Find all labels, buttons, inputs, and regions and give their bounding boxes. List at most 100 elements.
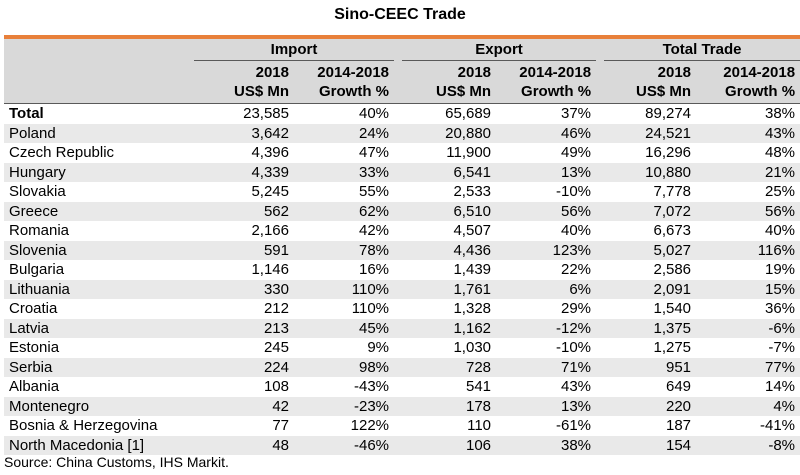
row-gap: [596, 103, 605, 124]
table-row: Poland 3,642 24% 20,880 46% 24,521 43%: [4, 123, 800, 143]
country-cell: Lithuania: [4, 279, 194, 299]
country-cell: Slovakia: [9, 183, 66, 200]
row-gap: [394, 377, 402, 397]
row-gap: [394, 240, 403, 260]
value-cell: 36%: [765, 300, 796, 317]
value-cell: 77: [272, 417, 289, 434]
country-cell: Bulgaria: [9, 261, 65, 278]
value-cell: 38%: [496, 435, 597, 455]
table-row: Lithuania 330 110% 1,761 6% 2,091 15%: [4, 279, 800, 299]
table-row: Croatia 212 110% 1,328 29% 1,540 36%: [4, 299, 800, 319]
value-cell: 3,642: [194, 123, 294, 143]
row-gap: [394, 338, 402, 358]
col-header: 2018: [194, 60, 294, 82]
row-gap: [394, 162, 403, 182]
table-row: Serbia 224 98% 728 71% 951 77%: [4, 357, 800, 377]
value-cell: 16,296: [645, 144, 692, 161]
value-cell: 951: [604, 357, 697, 377]
country-cell: Bosnia & Herzegovina: [9, 417, 158, 434]
table-row: Montenegro 42 -23% 178 13% 220 4%: [4, 396, 800, 416]
header-blank: [4, 60, 194, 82]
row-gap: [596, 182, 604, 202]
value-cell: 1,328: [453, 300, 492, 317]
table-row: North Macedonia [1] 48 -46% 106 38% 154 -8%: [4, 435, 800, 455]
value-cell: 2,091: [604, 279, 697, 299]
value-cell: 1,375: [604, 318, 697, 338]
header-blank: [4, 39, 194, 61]
value-cell: 77%: [696, 357, 800, 377]
value-cell: 330: [194, 279, 294, 299]
row-gap: [394, 357, 403, 377]
col-header: 2018: [604, 60, 697, 82]
value-cell: 40%: [294, 103, 395, 124]
row-gap: [394, 396, 403, 416]
value-cell: 25%: [765, 183, 796, 200]
table-row: Estonia 245 9% 1,030 -10% 1,275 -7%: [4, 338, 800, 358]
value-cell: 7,072: [604, 201, 697, 221]
col-header: 2014-2018: [696, 60, 800, 82]
value-cell: -6%: [696, 318, 800, 338]
value-cell: 224: [194, 357, 294, 377]
row-gap: [596, 221, 604, 241]
row-gap: [394, 182, 402, 202]
value-cell: 108: [263, 378, 289, 395]
value-cell: 178: [402, 396, 497, 416]
header-gap: [394, 82, 403, 104]
table-row: Czech Republic 4,396 47% 11,900 49% 16,296 48%: [4, 143, 800, 163]
col-header: US$ Mn: [402, 82, 497, 104]
value-cell: 1,275: [653, 339, 692, 356]
value-cell: -41%: [760, 417, 796, 434]
source-note: Source: China Customs, IHS Markit.: [4, 454, 229, 470]
col-header: Growth %: [294, 82, 395, 104]
value-cell: 24%: [294, 123, 395, 143]
value-cell: 5,027: [604, 240, 697, 260]
table-row: Greece 562 62% 6,510 56% 7,072 56%: [4, 201, 800, 221]
row-gap: [596, 299, 604, 319]
row-gap: [596, 318, 605, 338]
value-cell: 728: [402, 357, 497, 377]
value-cell: 38%: [696, 103, 800, 124]
row-gap: [394, 299, 402, 319]
value-cell: -7%: [768, 339, 796, 356]
country-cell: Total: [4, 103, 194, 124]
row-gap: [596, 279, 605, 299]
country-cell: Montenegro: [4, 396, 194, 416]
row-gap: [596, 357, 605, 377]
value-cell: -12%: [496, 318, 597, 338]
row-gap: [596, 162, 605, 182]
row-gap: [596, 123, 605, 143]
row-gap: [596, 396, 605, 416]
value-cell: -10%: [556, 339, 592, 356]
country-cell: Serbia: [4, 357, 194, 377]
country-cell: Croatia: [9, 300, 58, 317]
country-cell: Poland: [4, 123, 194, 143]
row-gap: [596, 260, 604, 280]
table-row: Latvia 213 45% 1,162 -12% 1,375 -6%: [4, 318, 800, 338]
value-cell: 89,274: [604, 103, 697, 124]
country-cell: Greece: [4, 201, 194, 221]
value-cell: 187: [666, 417, 692, 434]
value-cell: 4%: [696, 396, 800, 416]
value-cell: 4,339: [194, 162, 294, 182]
row-gap: [596, 143, 604, 163]
table-body: Total 23,585 40% 65,689 37% 89,274 38% Poland 3,…: [4, 103, 800, 455]
value-cell: 49%: [561, 144, 592, 161]
value-cell: 1,146: [251, 261, 289, 278]
value-cell: -23%: [294, 396, 395, 416]
value-cell: 649: [666, 378, 692, 395]
col-header: 2014-2018: [496, 60, 597, 82]
value-cell: 6%: [496, 279, 597, 299]
value-cell: 122%: [350, 417, 390, 434]
row-gap: [394, 123, 403, 143]
value-cell: 562: [194, 201, 294, 221]
group-import: Import: [194, 39, 395, 61]
accent-bar: [4, 35, 800, 39]
value-cell: 48%: [765, 144, 796, 161]
col-header: 2018: [402, 60, 497, 82]
value-cell: -46%: [294, 435, 395, 455]
table-row: Albania 108 -43% 541 43% 649 14%: [4, 377, 800, 397]
header-gap: [596, 39, 605, 61]
table-row-total: Total 23,585 40% 65,689 37% 89,274 38%: [4, 103, 800, 124]
row-gap: [394, 435, 403, 455]
row-gap: [394, 221, 402, 241]
